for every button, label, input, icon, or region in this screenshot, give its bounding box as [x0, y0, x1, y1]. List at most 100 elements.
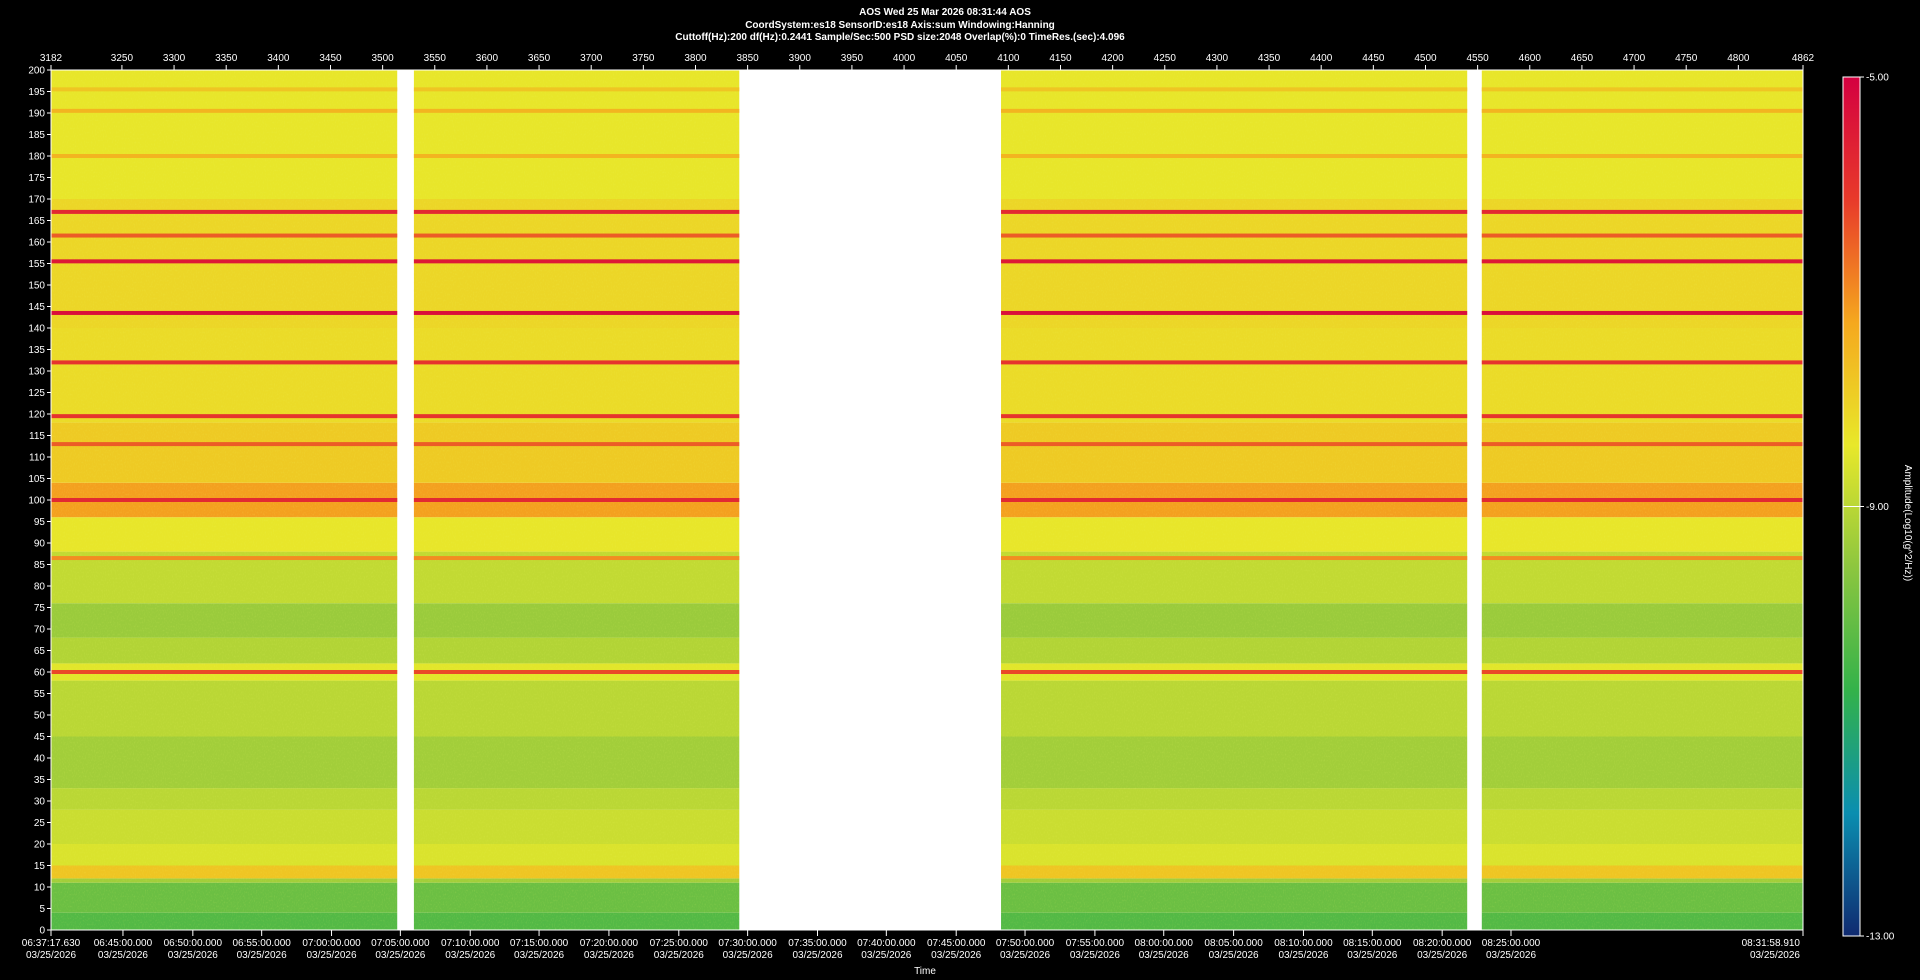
y-tick-label: 75 — [34, 603, 46, 614]
top-tick-label: 4200 — [1102, 53, 1125, 64]
time-tick-label: 07:55:00.000 — [1066, 938, 1125, 949]
spectral-line — [1481, 259, 1803, 264]
y-tick-label: 10 — [34, 883, 46, 894]
top-tick-label: 4550 — [1467, 53, 1490, 64]
time-tick-date: 03/25/2026 — [514, 950, 564, 961]
top-tick-label: 3900 — [789, 53, 812, 64]
top-tick-label: 3650 — [528, 53, 551, 64]
y-tick-label: 145 — [28, 302, 45, 313]
spectral-line — [413, 670, 740, 674]
time-tick-date: 03/25/2026 — [792, 950, 842, 961]
spectral-line — [413, 498, 740, 502]
spectral-line — [51, 442, 398, 447]
y-tick-label: 80 — [34, 582, 46, 593]
top-tick-label: 4250 — [1154, 53, 1177, 64]
spectral-line — [1481, 670, 1803, 674]
time-tick-label: 06:37:17.630 — [22, 938, 81, 949]
top-tick-label: 3250 — [111, 53, 134, 64]
y-tick-label: 50 — [34, 711, 46, 722]
spectral-line — [51, 108, 398, 113]
spectral-line — [413, 310, 740, 315]
top-tick-label: 3850 — [737, 53, 760, 64]
spectral-line — [1001, 556, 1468, 561]
y-tick-label: 155 — [28, 259, 45, 270]
spectral-line — [51, 498, 398, 502]
spectral-line — [51, 556, 398, 561]
time-tick-date: 03/25/2026 — [931, 950, 981, 961]
time-tick-date: 03/25/2026 — [861, 950, 911, 961]
time-tick-label: 06:55:00.000 — [232, 938, 291, 949]
y-tick-label: 140 — [28, 324, 45, 335]
time-tick-date: 03/25/2026 — [654, 950, 704, 961]
spectral-line — [1481, 414, 1803, 419]
spectral-line — [1481, 154, 1803, 158]
spectral-line — [1001, 498, 1468, 502]
spectral-line — [1001, 108, 1468, 113]
y-tick-label: 170 — [28, 195, 45, 206]
time-tick-date: 03/25/2026 — [375, 950, 425, 961]
top-tick-label: 4150 — [1049, 53, 1072, 64]
spectral-line — [1481, 360, 1803, 365]
spectral-line — [413, 414, 740, 419]
spectral-line — [51, 360, 398, 365]
time-tick-label: 06:45:00.000 — [94, 938, 153, 949]
spectral-line — [413, 108, 740, 113]
spectral-line — [1481, 442, 1803, 447]
top-tick-label: 4800 — [1727, 53, 1750, 64]
time-tick-date: 03/25/2026 — [306, 950, 356, 961]
y-tick-label: 115 — [29, 431, 45, 442]
top-tick-label: 4400 — [1310, 53, 1333, 64]
top-tick-label: 3750 — [632, 53, 655, 64]
colorbar-tick-label: -13.00 — [1866, 932, 1895, 943]
spectral-line — [1481, 498, 1803, 502]
time-tick-label: 07:25:00.000 — [650, 938, 709, 949]
header-line-2: CoordSystem:es18 SensorID:es18 Axis:sum … — [745, 20, 1055, 31]
data-segment — [51, 70, 398, 930]
y-tick-label: 180 — [28, 152, 45, 163]
header-line-1: AOS Wed 25 Mar 2026 08:31:44 AOS — [859, 7, 1031, 18]
spectral-line — [1001, 442, 1468, 447]
y-tick-label: 65 — [34, 646, 46, 657]
y-tick-label: 175 — [28, 173, 45, 184]
time-tick-label: 08:20:00.000 — [1413, 938, 1472, 949]
spectral-line — [1481, 209, 1803, 214]
y-tick-label: 185 — [28, 130, 45, 141]
time-tick-date: 03/25/2026 — [584, 950, 634, 961]
time-tick-date: 03/25/2026 — [445, 950, 495, 961]
top-tick-label: 4750 — [1675, 53, 1698, 64]
top-tick-label: 3350 — [215, 53, 238, 64]
spectral-line — [51, 259, 398, 264]
y-tick-label: 55 — [34, 689, 46, 700]
spectral-line — [51, 233, 398, 238]
time-tick-label: 07:30:00.000 — [718, 938, 777, 949]
top-tick-label: 3400 — [267, 53, 290, 64]
top-tick-label: 4350 — [1258, 53, 1281, 64]
y-tick-label: 70 — [34, 625, 46, 636]
colorbar: -5.00 -9.00 -13.00 — [1842, 73, 1895, 943]
spectral-line — [1001, 233, 1468, 238]
spectral-line — [413, 259, 740, 264]
y-tick-label: 25 — [34, 818, 46, 829]
time-tick-date: 03/25/2026 — [723, 950, 773, 961]
y-tick-label: 30 — [34, 797, 46, 808]
time-tick-label: 08:25:00.000 — [1482, 938, 1541, 949]
frequency-axis: 0 5 10 15 20 25 30 35 40 45 50 55 60 65 70 75 80 85 90 95 10… — [28, 66, 51, 937]
time-tick-label: 07:15:00.000 — [510, 938, 569, 949]
y-tick-label: 40 — [34, 754, 46, 765]
top-tick-label: 4000 — [893, 53, 916, 64]
top-tick-label: 4300 — [1206, 53, 1229, 64]
y-tick-label: 45 — [34, 732, 46, 743]
time-tick-label: 07:05:00.000 — [371, 938, 430, 949]
y-tick-label: 105 — [28, 474, 45, 485]
spectral-line — [1001, 154, 1468, 158]
y-tick-label: 130 — [28, 367, 45, 378]
spectral-line — [1001, 209, 1468, 214]
time-tick-date: 03/25/2026 — [1417, 950, 1467, 961]
time-axis: 06:37:17.630 03/25/2026 06:45:00.000 03/25/… — [22, 930, 1804, 961]
time-tick-label: 07:20:00.000 — [580, 938, 639, 949]
top-tick-label: 4100 — [997, 53, 1020, 64]
time-tick-label: 07:10:00.000 — [441, 938, 500, 949]
y-tick-label: 165 — [28, 216, 45, 227]
colorbar-tick-label: -5.00 — [1866, 73, 1889, 84]
